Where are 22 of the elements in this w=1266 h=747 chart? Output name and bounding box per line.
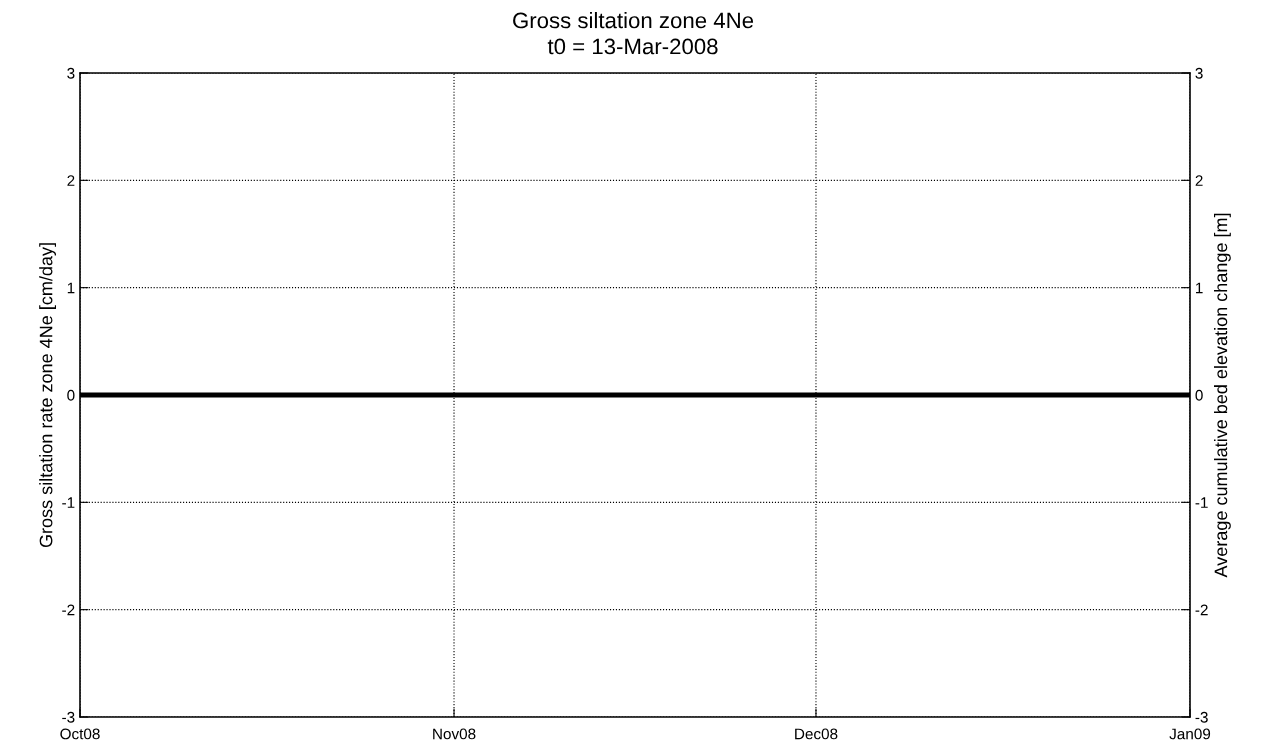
- y2-tick-label: -2: [1195, 604, 1208, 616]
- y2-tick-label: 2: [1195, 175, 1203, 186]
- y2-tick-label: -1: [1195, 497, 1208, 508]
- chart-subtitle: t0 = 13-Mar-2008: [547, 38, 718, 55]
- y-tick-label: -3: [62, 711, 75, 723]
- y-tick-label: -2: [62, 604, 75, 616]
- x-tick-label: Nov08: [433, 728, 476, 740]
- y2-tick-label: -3: [1195, 711, 1208, 723]
- y-axis-title: Gross siltation rate zone 4Ne [cm/day]: [39, 243, 56, 548]
- y2-tick-label: 0: [1195, 389, 1203, 401]
- y2-axis-title: Average cumulative bed elevation change [m]: [1214, 213, 1231, 578]
- y-tick-label: 1: [67, 282, 75, 294]
- y2-tick-label: 1: [1196, 282, 1203, 294]
- y-tick-label: -1: [62, 497, 75, 508]
- y-tick-label: 0: [67, 389, 75, 401]
- y-tick-label: 2: [67, 175, 75, 186]
- y2-tick-label: 3: [1195, 67, 1203, 79]
- x-tick-label: Oct08: [60, 728, 100, 740]
- x-tick-label: Dec08: [795, 728, 838, 740]
- y-tick-label: 3: [67, 67, 75, 79]
- chart-title: Gross siltation zone 4Ne: [513, 12, 754, 29]
- x-tick-label: Jan09: [1169, 728, 1211, 740]
